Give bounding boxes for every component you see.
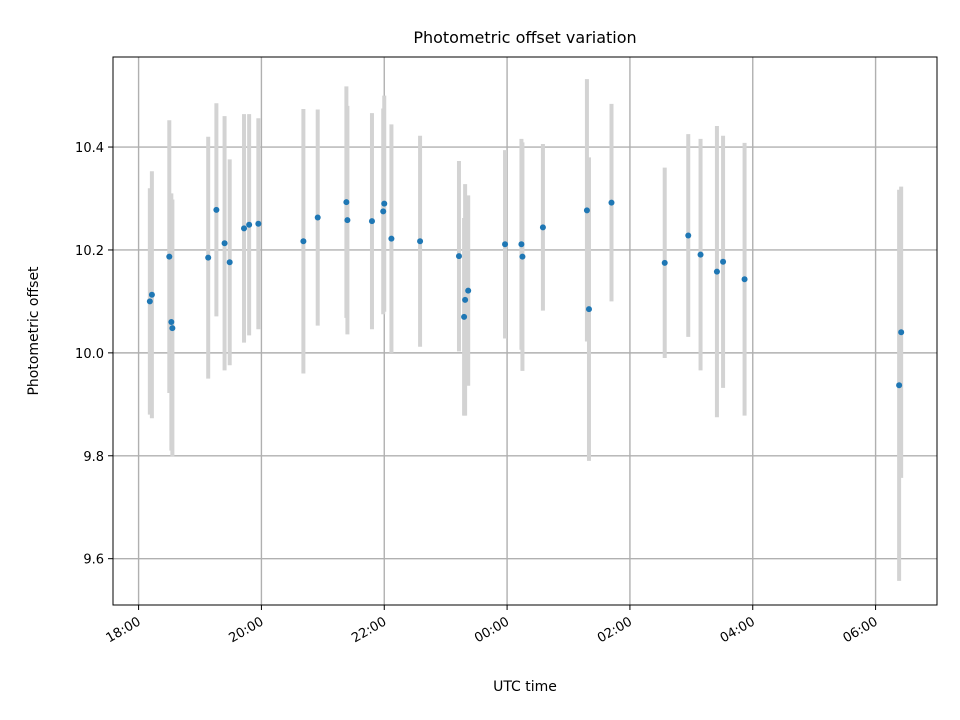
data-point: [241, 225, 248, 232]
data-point: [169, 325, 176, 332]
data-point: [741, 276, 748, 283]
data-point: [465, 287, 472, 294]
y-tick-label: 10.4: [75, 141, 104, 156]
data-point: [896, 382, 903, 389]
data-point: [519, 253, 526, 260]
y-tick-label: 9.8: [83, 450, 104, 465]
data-point: [368, 218, 375, 225]
data-point: [226, 259, 233, 266]
data-point: [344, 217, 351, 224]
data-point: [661, 259, 668, 266]
data-point: [168, 318, 175, 325]
point-layer: [146, 199, 905, 389]
y-tick-label: 10.2: [75, 244, 104, 259]
data-point: [461, 313, 468, 320]
data-point: [205, 254, 212, 261]
data-point: [148, 291, 155, 298]
data-point: [898, 329, 905, 336]
x-axis-label: UTC time: [493, 679, 557, 695]
chart-title: Photometric offset variation: [413, 28, 636, 47]
y-tick-label: 10.0: [75, 347, 104, 362]
data-point: [539, 224, 546, 231]
data-point: [255, 220, 262, 227]
data-point: [221, 240, 228, 247]
data-point: [455, 253, 462, 260]
data-point: [246, 221, 253, 228]
data-point: [417, 238, 424, 245]
data-point: [608, 199, 615, 206]
data-point: [685, 232, 692, 239]
data-point: [585, 306, 592, 313]
data-point: [213, 206, 220, 213]
y-axis-label: Photometric offset: [26, 266, 42, 396]
data-point: [502, 241, 509, 248]
data-point: [314, 214, 321, 221]
data-point: [146, 298, 153, 305]
data-point: [380, 208, 387, 215]
y-tick-label: 9.6: [83, 553, 104, 568]
data-point: [343, 199, 350, 206]
data-point: [713, 268, 720, 275]
data-point: [697, 251, 704, 258]
data-point: [720, 258, 727, 265]
data-point: [388, 235, 395, 242]
data-point: [518, 241, 525, 248]
y-axis-ticks: 9.6 9.8 10.0 10.2 10.4: [75, 141, 113, 568]
data-point: [381, 200, 388, 207]
data-point: [166, 253, 173, 260]
data-point: [583, 207, 590, 214]
data-point: [462, 296, 469, 303]
plot-frame: [112, 56, 938, 606]
data-point: [300, 238, 307, 245]
